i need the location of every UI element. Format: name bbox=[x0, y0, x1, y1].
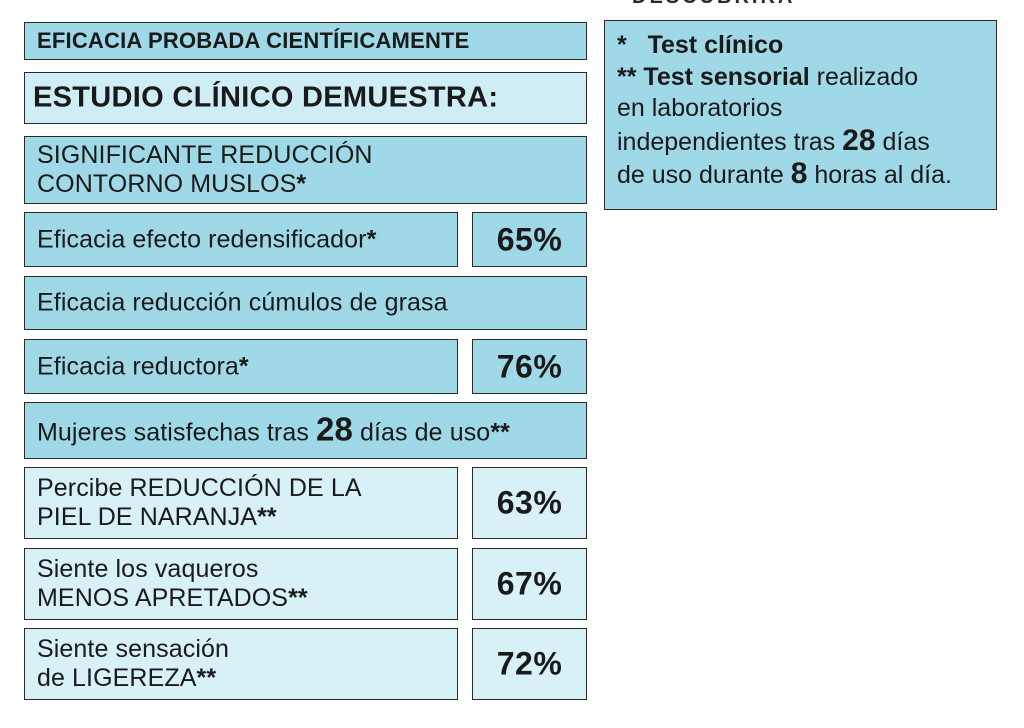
header-probada: EFICACIA PROBADA CIENTÍFICAMENTE bbox=[37, 28, 470, 53]
row-ligereza-line1: Siente sensación bbox=[37, 635, 230, 663]
note-line-d: días bbox=[882, 127, 930, 156]
note-days: 28 bbox=[842, 123, 876, 157]
row-redensificador-text: Eficacia efecto redensificador bbox=[37, 225, 367, 253]
row-reductora-label: Eficacia reductora* bbox=[37, 352, 449, 381]
row-contorno-line2: CONTORNO MUSLOS bbox=[37, 170, 297, 198]
row-redensificador-label: Eficacia efecto redensificador* bbox=[37, 225, 449, 254]
row-reductora-text: Eficacia reductora bbox=[37, 352, 239, 380]
row-reductora: Eficacia reductora* bbox=[24, 339, 458, 394]
row-naranja: Percibe REDUCCIÓN DE LA PIEL DE NARANJA*… bbox=[24, 467, 458, 539]
note-star2-mark: ** bbox=[617, 62, 637, 91]
note-line-a: realizado bbox=[816, 62, 919, 91]
row-contorno-line1: SIGNIFICANTE REDUCCIÓN bbox=[37, 141, 373, 169]
row-naranja-line1: Percibe REDUCCIÓN DE LA bbox=[37, 474, 362, 502]
row-satisfechas-pre: Mujeres satisfechas tras bbox=[37, 418, 316, 446]
note-line-c: independientes tras bbox=[617, 127, 836, 156]
row-contorno-label: SIGNIFICANTE REDUCCIÓN CONTORNO MUSLOS* bbox=[37, 141, 578, 199]
note-line-e: de uso durante bbox=[617, 161, 784, 189]
row-naranja-line2: PIEL DE NARANJA bbox=[37, 503, 258, 531]
row-reductora-value: 76% bbox=[496, 348, 563, 384]
row-vaqueros-line2: MENOS APRETADOS bbox=[37, 584, 289, 612]
note-hours: 8 bbox=[790, 157, 808, 190]
row-redensificador-mark: * bbox=[366, 225, 377, 253]
note-line-b: en laboratorios bbox=[617, 94, 783, 122]
row-vaqueros-value: 67% bbox=[496, 565, 563, 602]
row-cumulos-label: Eficacia reducción cúmulos de grasa bbox=[37, 288, 448, 317]
notes-box: * Test clínico ** Test sensorial realiza… bbox=[604, 20, 997, 210]
row-vaqueros-value-box: 67% bbox=[472, 548, 587, 620]
row-ligereza: Siente sensación de LIGEREZA** bbox=[24, 628, 458, 700]
row-reductora-mark: * bbox=[238, 352, 249, 380]
row-vaqueros-mark: ** bbox=[288, 584, 308, 612]
row-ligereza-line2-wrap: de LIGEREZA** bbox=[37, 664, 449, 693]
note-star1-mark: * bbox=[617, 31, 627, 59]
row-contorno: SIGNIFICANTE REDUCCIÓN CONTORNO MUSLOS* bbox=[24, 136, 587, 204]
row-ligereza-line2: de LIGEREZA bbox=[37, 664, 197, 692]
note-line-c-row: independientes tras 28 días bbox=[617, 123, 988, 159]
row-satisfechas: Mujeres satisfechas tras 28 días de uso*… bbox=[24, 402, 587, 459]
row-vaqueros-line1: Siente los vaqueros bbox=[37, 555, 259, 583]
note-clinical: * Test clínico bbox=[617, 30, 988, 62]
header-probada-box: EFICACIA PROBADA CIENTÍFICAMENTE bbox=[24, 22, 587, 60]
row-ligereza-value-box: 72% bbox=[472, 628, 587, 700]
row-ligereza-value: 72% bbox=[496, 645, 563, 682]
row-naranja-value: 63% bbox=[496, 484, 563, 521]
note-sensorial: ** Test sensorial realizado bbox=[617, 62, 988, 94]
row-satisfechas-mark: ** bbox=[490, 418, 510, 446]
note-line-f: horas al día. bbox=[814, 161, 952, 189]
row-cumulos: Eficacia reducción cúmulos de grasa bbox=[24, 276, 587, 330]
header-estudio: ESTUDIO CLÍNICO DEMUESTRA: bbox=[33, 81, 499, 114]
row-satisfechas-label: Mujeres satisfechas tras 28 días de uso*… bbox=[37, 412, 578, 447]
row-satisfechas-num: 28 bbox=[316, 410, 353, 447]
row-reductora-value-box: 76% bbox=[472, 339, 587, 394]
row-redensificador-value-box: 65% bbox=[472, 212, 587, 267]
row-naranja-line2-wrap: PIEL DE NARANJA** bbox=[37, 503, 449, 532]
row-satisfechas-post: días de uso bbox=[352, 418, 491, 446]
note-line-e-row: de uso durante 8 horas al día. bbox=[617, 158, 988, 192]
row-naranja-value-box: 63% bbox=[472, 467, 587, 539]
header-estudio-box: ESTUDIO CLÍNICO DEMUESTRA: bbox=[24, 72, 587, 124]
row-contorno-mark: * bbox=[296, 170, 307, 198]
note-star1-text: Test clínico bbox=[647, 31, 784, 59]
row-naranja-mark: ** bbox=[257, 503, 277, 531]
row-naranja-label: Percibe REDUCCIÓN DE LA PIEL DE NARANJA*… bbox=[37, 474, 449, 532]
row-vaqueros: Siente los vaqueros MENOS APRETADOS** bbox=[24, 548, 458, 620]
row-contorno-line2-wrap: CONTORNO MUSLOS* bbox=[37, 170, 578, 199]
row-redensificador: Eficacia efecto redensificador* bbox=[24, 212, 458, 267]
top-cut-text: DESCUBRIRÁ bbox=[632, 0, 795, 9]
row-ligereza-label: Siente sensación de LIGEREZA** bbox=[37, 635, 449, 693]
row-ligereza-mark: ** bbox=[196, 664, 217, 692]
row-vaqueros-label: Siente los vaqueros MENOS APRETADOS** bbox=[37, 555, 449, 613]
notes-text: * Test clínico ** Test sensorial realiza… bbox=[617, 30, 988, 192]
note-star2-text: Test sensorial bbox=[643, 62, 810, 91]
row-vaqueros-line2-wrap: MENOS APRETADOS** bbox=[37, 584, 449, 613]
row-redensificador-value: 65% bbox=[496, 221, 563, 257]
